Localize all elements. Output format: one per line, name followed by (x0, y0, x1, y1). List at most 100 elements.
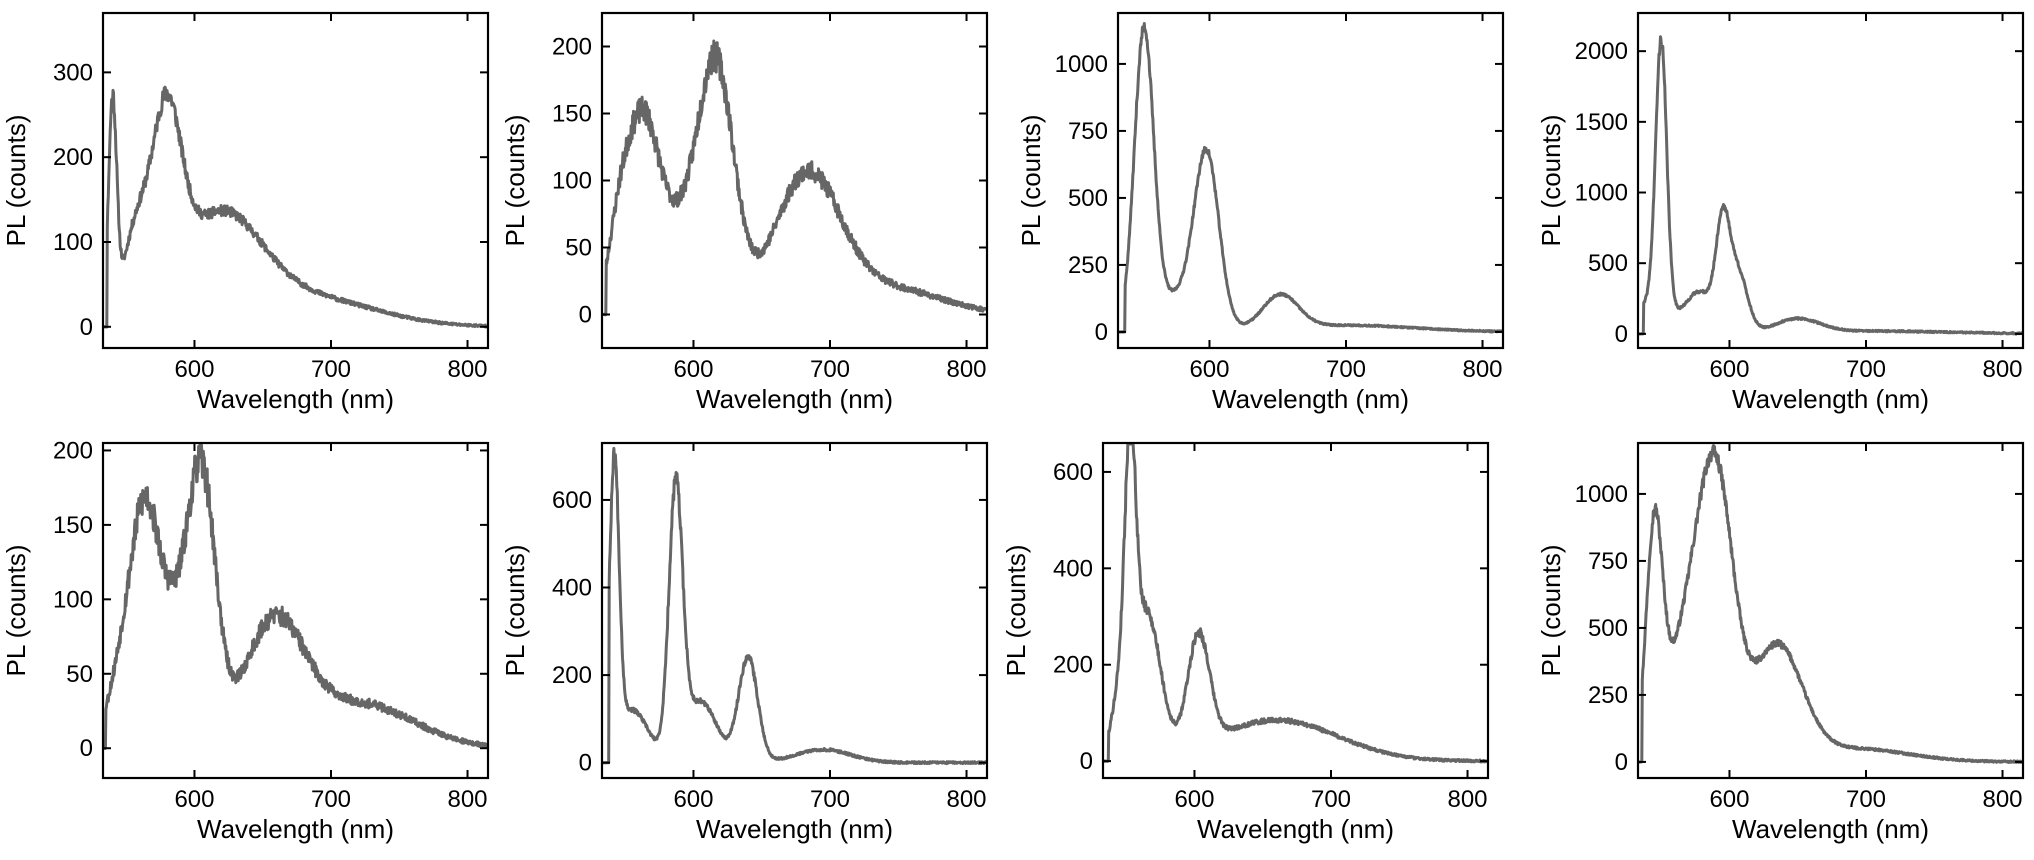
x-axis-label: Wavelength (nm) (1732, 814, 1929, 844)
spectrum-line-7 (1102, 442, 1489, 764)
y-tick-label: 600 (552, 487, 592, 514)
y-tick-label: 600 (1053, 459, 1093, 486)
panel-5: 600 700 800 0 50 100 150 200 Wavelength (nm) PL (… (1, 437, 490, 844)
y-axis-label: PL (counts) (1, 115, 31, 247)
y-tick-label: 0 (1080, 748, 1093, 775)
x-axis-label: Wavelength (nm) (1197, 814, 1394, 844)
y-tick-label: 100 (53, 229, 93, 256)
y-tick-label: 0 (80, 314, 93, 341)
y-tick-label: 200 (53, 144, 93, 171)
y-tick-label: 750 (1068, 118, 1108, 145)
spectrum-line-5 (102, 442, 490, 750)
x-tick-label: 800 (1982, 356, 2022, 383)
x-tick-label: 700 (810, 786, 850, 813)
plot-frame (101, 11, 490, 350)
x-tick-label: 700 (311, 786, 351, 813)
x-tick-label: 800 (1447, 786, 1487, 813)
plot-frame (600, 441, 989, 780)
x-tick-label: 800 (447, 786, 487, 813)
y-tick-label: 0 (1615, 749, 1628, 776)
y-tick-label: 100 (53, 586, 93, 613)
y-tick-label: 250 (1588, 682, 1628, 709)
spectrum-line-4 (1637, 35, 2024, 336)
x-tick-label: 800 (946, 786, 986, 813)
y-tick-label: 200 (552, 34, 592, 61)
y-tick-label: 0 (579, 302, 592, 329)
x-tick-label: 700 (1846, 356, 1886, 383)
x-tick-label: 600 (1189, 356, 1229, 383)
y-tick-label: 500 (1588, 615, 1628, 642)
y-tick-label: 0 (579, 750, 592, 777)
x-axis-label: Wavelength (nm) (197, 384, 394, 414)
y-tick-label: 300 (53, 59, 93, 86)
x-axis-label: Wavelength (nm) (696, 814, 893, 844)
panel-3: 600 700 800 0 250 500 750 1000 Wavelength (nm) PL… (1016, 11, 1505, 414)
y-tick-label: 50 (66, 661, 93, 688)
y-axis-label: PL (counts) (1536, 115, 1566, 247)
x-axis-label: Wavelength (nm) (696, 384, 893, 414)
y-axis-label: PL (counts) (500, 115, 530, 247)
y-tick-label: 150 (53, 512, 93, 539)
y-tick-label: 200 (552, 662, 592, 689)
panel-1: 600 700 800 0 100 200 300 Wavelength (nm) PL (co… (1, 11, 490, 414)
plot-frame (1636, 441, 2025, 780)
spectrum-line-2 (601, 39, 988, 317)
spectrum-line-3 (1117, 22, 1505, 334)
y-tick-label: 100 (552, 168, 592, 195)
x-tick-label: 700 (1311, 786, 1351, 813)
x-tick-label: 700 (810, 356, 850, 383)
y-tick-label: 1000 (1575, 180, 1628, 207)
x-axis-label: Wavelength (nm) (1732, 384, 1929, 414)
panel-4: 600 700 800 0 500 1000 1500 2000 Wavelength (nm)… (1536, 11, 2025, 414)
x-tick-label: 600 (1174, 786, 1214, 813)
y-tick-label: 200 (1053, 652, 1093, 679)
x-tick-label: 800 (1982, 786, 2022, 813)
panel-8: 600 700 800 0 250 500 750 1000 Wavelength (nm) PL… (1536, 441, 2025, 844)
x-axis-label: Wavelength (nm) (197, 814, 394, 844)
x-tick-label: 600 (673, 356, 713, 383)
y-tick-label: 400 (552, 575, 592, 602)
y-tick-label: 0 (1615, 321, 1628, 348)
x-axis-label: Wavelength (nm) (1212, 384, 1409, 414)
plot-frame (1101, 441, 1490, 780)
y-axis-label: PL (counts) (1536, 545, 1566, 677)
y-axis-label: PL (counts) (1001, 545, 1031, 677)
y-tick-label: 1000 (1575, 481, 1628, 508)
x-tick-label: 700 (311, 356, 351, 383)
plot-frame (1636, 11, 2025, 350)
y-tick-label: 2000 (1575, 38, 1628, 65)
spectrum-line-1 (102, 85, 489, 329)
x-tick-label: 600 (174, 356, 214, 383)
y-axis-label: PL (counts) (1, 545, 31, 677)
x-tick-label: 600 (1709, 356, 1749, 383)
plot-frame (101, 441, 490, 780)
x-tick-label: 600 (174, 786, 214, 813)
spectrum-line-8 (1637, 444, 2024, 764)
x-tick-label: 800 (946, 356, 986, 383)
y-tick-label: 1500 (1575, 109, 1628, 136)
x-tick-label: 700 (1326, 356, 1366, 383)
y-tick-label: 150 (552, 101, 592, 128)
y-tick-label: 500 (1588, 250, 1628, 277)
y-tick-label: 1000 (1055, 51, 1108, 78)
x-tick-label: 600 (1709, 786, 1749, 813)
y-tick-label: 250 (1068, 252, 1108, 279)
plot-frame (1116, 11, 1505, 350)
y-tick-label: 750 (1588, 548, 1628, 575)
y-tick-label: 0 (80, 735, 93, 762)
x-tick-label: 600 (673, 786, 713, 813)
y-tick-label: 400 (1053, 555, 1093, 582)
x-tick-label: 800 (447, 356, 487, 383)
y-tick-label: 200 (53, 437, 93, 464)
y-tick-label: 50 (565, 235, 592, 262)
y-tick-label: 500 (1068, 185, 1108, 212)
x-tick-label: 700 (1846, 786, 1886, 813)
y-axis-label: PL (counts) (1016, 115, 1046, 247)
y-tick-label: 0 (1095, 319, 1108, 346)
spectrum-line-6 (601, 446, 988, 766)
x-tick-label: 800 (1462, 356, 1502, 383)
panel-2: 600 700 800 0 50 100 150 200 Wavelength (nm) PL (… (500, 11, 989, 414)
